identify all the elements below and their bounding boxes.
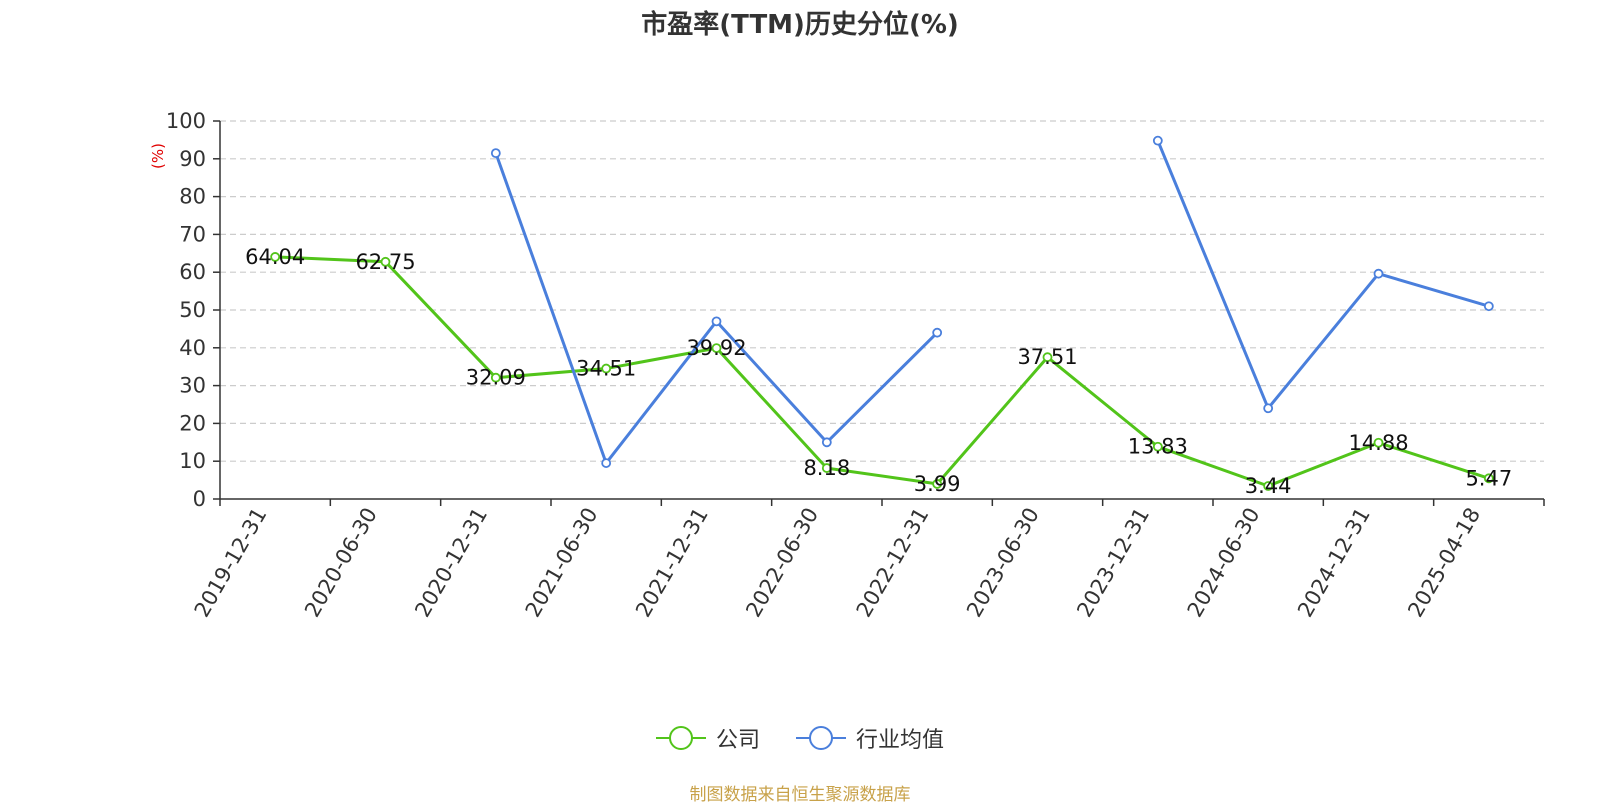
series-0-point-1 — [380, 256, 391, 267]
y-tick-label-40: 40 — [179, 336, 206, 360]
x-tick-label-2019-12-31: 2019-12-31 — [190, 504, 272, 622]
x-tick-label-2021-06-30: 2021-06-30 — [521, 504, 603, 622]
legend-industry-label: 行业均值 — [856, 728, 945, 753]
x-tick-label-2021-12-31: 2021-12-31 — [631, 504, 713, 622]
series-1-point-3 — [601, 458, 612, 468]
y-tick-label-30: 30 — [179, 374, 206, 398]
gridlines — [220, 120, 1544, 462]
x-tick-label-2022-06-30: 2022-06-30 — [741, 504, 823, 622]
data-label-10: 14.88 — [1348, 431, 1408, 455]
source-note: 制图数据来自恒生聚源数据库 — [689, 785, 911, 805]
legend-item-industry[interactable]: 行业均值 — [796, 722, 944, 754]
axes: 0 10 20 30 40 50 60 70 80 90 100 (%) 2019-12-31 2020-… — [149, 109, 1545, 622]
x-tick-label-2025-04-18: 2025-04-18 — [1403, 504, 1485, 622]
y-tick-label-100: 100 — [166, 109, 206, 133]
y-axis-title: (%) — [149, 143, 167, 169]
series-0-point-7 — [1042, 352, 1053, 363]
series-0-point-0 — [270, 252, 281, 262]
legend-company-label: 公司 — [715, 728, 760, 753]
data-label-11: 5.47 — [1465, 466, 1512, 490]
series-1-point-11 — [1483, 301, 1494, 312]
legend-industry-circle — [809, 726, 833, 750]
series-1-point-9 — [1263, 403, 1274, 414]
series-1-point-2 — [490, 148, 501, 159]
data-labels: 64.04 62.75 32.09 34.51 39.92 8.18 3.99 37.51 13… — [245, 245, 1512, 498]
x-tick-label-2023-06-30: 2023-06-30 — [962, 504, 1044, 622]
y-tick-label-70: 70 — [179, 222, 206, 246]
y-tick-label-10: 10 — [179, 449, 206, 473]
legend: 公司 行业均值 — [0, 722, 1600, 754]
data-label-2: 32.09 — [466, 366, 526, 390]
y-tick-label-80: 80 — [179, 185, 206, 209]
series-1-point-5 — [821, 437, 832, 448]
series-1-point-4 — [711, 316, 722, 327]
series-0-point-11 — [1483, 473, 1494, 484]
series-0-point-8 — [1152, 441, 1163, 452]
series-0-point-5 — [821, 463, 832, 473]
series-1-point-6 — [932, 327, 943, 338]
series-0-point-6 — [932, 479, 943, 489]
data-label-6: 3.99 — [914, 472, 961, 496]
series-layer — [270, 135, 1494, 491]
series-0-point-2 — [490, 372, 501, 383]
data-label-1: 62.75 — [355, 250, 415, 274]
series-0 — [270, 252, 1494, 491]
y-tick-label-0: 0 — [193, 487, 206, 511]
x-tick-label-2023-12-31: 2023-12-31 — [1072, 504, 1154, 622]
y-tick-label-90: 90 — [179, 147, 206, 171]
series-1-point-10 — [1373, 268, 1384, 279]
x-tick-label-2024-06-30: 2024-06-30 — [1183, 504, 1265, 622]
y-tick-label-60: 60 — [179, 260, 206, 284]
x-tick-label-2024-12-31: 2024-12-31 — [1293, 504, 1375, 622]
series-0-point-4 — [711, 343, 722, 354]
legend-item-company[interactable]: 公司 — [655, 722, 760, 754]
data-label-7: 37.51 — [1017, 345, 1077, 369]
series-1-line-1 — [1156, 140, 1490, 410]
y-tick-label-20: 20 — [179, 411, 206, 435]
data-label-0: 64.04 — [245, 245, 305, 269]
legend-company-circle — [668, 726, 693, 750]
series-1-point-8 — [1152, 135, 1163, 146]
data-label-3: 34.51 — [576, 357, 636, 381]
series-0-point-10 — [1373, 437, 1384, 448]
series-1-line-0 — [494, 152, 939, 465]
legend-industry-symbol-icon — [796, 725, 846, 751]
data-label-9: 3.44 — [1245, 474, 1292, 498]
series-0-point-3 — [601, 363, 612, 374]
x-tick-label-2022-12-31: 2022-12-31 — [852, 504, 934, 622]
series-0-point-9 — [1263, 481, 1274, 491]
y-tick-label-50: 50 — [179, 298, 206, 322]
series-1 — [490, 135, 1494, 468]
data-label-4: 39.92 — [686, 336, 746, 360]
series-0-line-0 — [275, 255, 1490, 488]
x-tick-label-2020-06-30: 2020-06-30 — [300, 504, 382, 622]
chart-title: 市盈率(TTM)历史分位(%) — [641, 10, 959, 40]
data-label-8: 13.83 — [1128, 435, 1188, 459]
x-tick-label-2020-12-31: 2020-12-31 — [410, 504, 492, 622]
data-label-5: 8.18 — [803, 456, 850, 480]
legend-company-symbol-icon — [655, 725, 706, 751]
